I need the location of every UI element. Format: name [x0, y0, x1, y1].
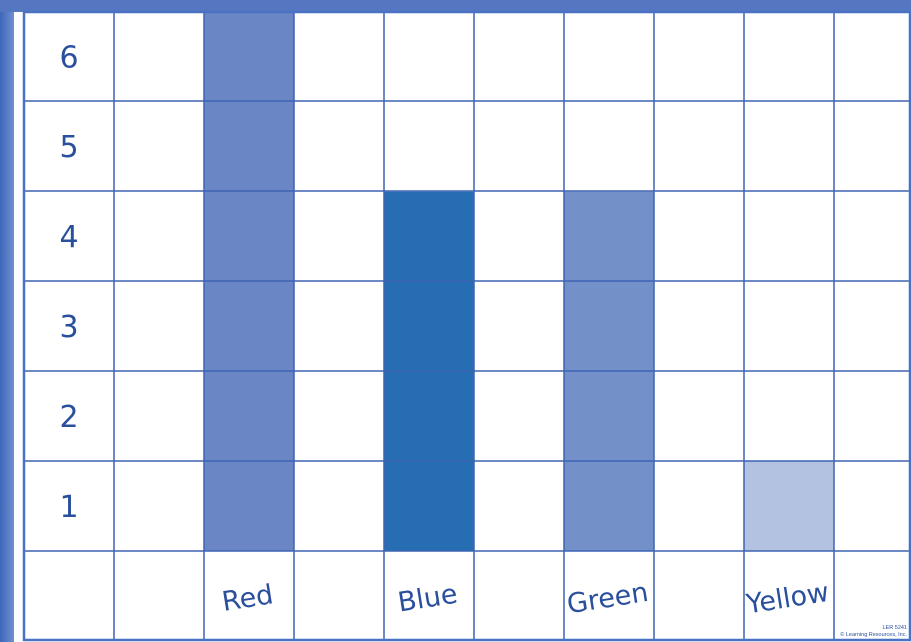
y-tick-label: 2: [59, 400, 78, 435]
footer-code: LER 5241: [883, 625, 907, 631]
y-tick-label: 3: [59, 310, 78, 345]
top-frame: [0, 0, 911, 12]
y-axis-labels: 1 2 3 4 5 6: [59, 41, 78, 526]
y-tick-label: 4: [59, 220, 78, 255]
grid-lines: [22, 10, 911, 642]
y-tick-label: 5: [59, 130, 78, 165]
grid-border: [22, 10, 911, 642]
bar-yellow: [744, 461, 834, 551]
footer-copyright: © Learning Resources, Inc.: [840, 631, 907, 638]
y-tick-label: 6: [59, 41, 78, 76]
left-frame: [0, 0, 14, 642]
y-tick-label: 1: [59, 490, 78, 525]
